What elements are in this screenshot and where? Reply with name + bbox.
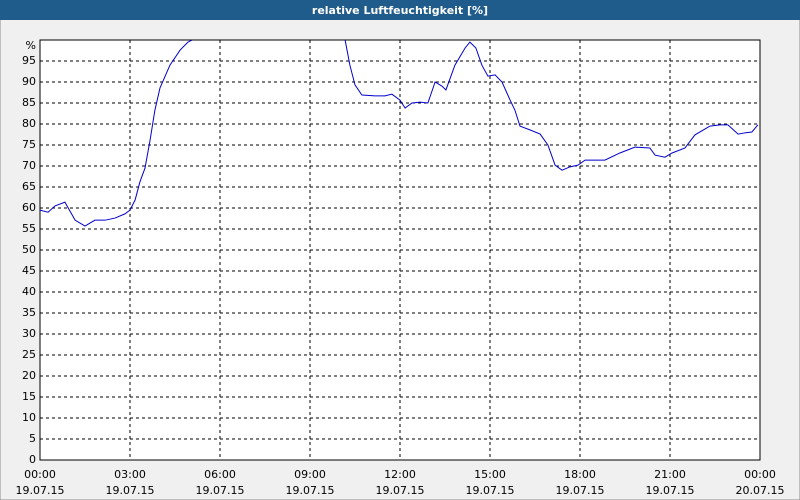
y-tick-label: 20 — [22, 369, 36, 382]
x-tick-label: 12:00 — [384, 468, 416, 481]
x-tick-label: 09:00 — [294, 468, 326, 481]
x-tick-label: 21:00 — [654, 468, 686, 481]
y-tick-label: 55 — [22, 222, 36, 235]
x-tick-date: 19.07.15 — [556, 484, 605, 497]
y-tick-label: 15 — [22, 390, 36, 403]
x-tick-label: 00:00 — [744, 468, 776, 481]
y-tick-label: 60 — [22, 201, 36, 214]
x-tick-label: 00:00 — [24, 468, 56, 481]
y-tick-label: 80 — [22, 117, 36, 130]
x-tick-label: 06:00 — [204, 468, 236, 481]
x-tick-label: 03:00 — [114, 468, 146, 481]
data-line — [40, 40, 759, 227]
y-tick-label: % — [26, 39, 36, 52]
y-tick-label: 85 — [22, 96, 36, 109]
chart-title: relative Luftfeuchtigkeit [%] — [312, 4, 488, 17]
title-bar — [0, 0, 800, 20]
y-tick-label: 25 — [22, 348, 36, 361]
x-tick-date: 19.07.15 — [646, 484, 695, 497]
x-tick-date: 19.07.15 — [196, 484, 245, 497]
y-tick-label: 0 — [29, 453, 36, 466]
y-tick-label: 40 — [22, 285, 36, 298]
x-tick-date: 19.07.15 — [286, 484, 335, 497]
y-tick-label: 30 — [22, 327, 36, 340]
y-tick-label: 45 — [22, 264, 36, 277]
y-tick-label: 70 — [22, 159, 36, 172]
y-tick-label: 5 — [29, 432, 36, 445]
x-tick-label: 18:00 — [564, 468, 596, 481]
x-tick-label: 15:00 — [474, 468, 506, 481]
x-tick-date: 19.07.15 — [376, 484, 425, 497]
x-tick-date: 20.07.15 — [736, 484, 785, 497]
y-tick-label: 35 — [22, 306, 36, 319]
y-tick-label: 95 — [22, 54, 36, 67]
x-tick-date: 19.07.15 — [106, 484, 155, 497]
y-tick-label: 10 — [22, 411, 36, 424]
x-tick-date: 19.07.15 — [16, 484, 65, 497]
y-tick-label: 50 — [22, 243, 36, 256]
y-tick-label: 90 — [22, 75, 36, 88]
x-tick-date: 19.07.15 — [466, 484, 515, 497]
y-tick-label: 65 — [22, 180, 36, 193]
y-tick-label: 75 — [22, 138, 36, 151]
